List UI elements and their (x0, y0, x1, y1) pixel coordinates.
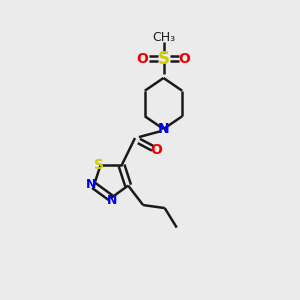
Text: S: S (94, 158, 104, 172)
Text: N: N (106, 194, 117, 207)
Text: O: O (136, 52, 148, 65)
Text: N: N (158, 122, 169, 136)
Text: N: N (86, 178, 96, 191)
Text: S: S (158, 50, 169, 68)
Text: O: O (150, 143, 162, 157)
Text: CH₃: CH₃ (152, 31, 175, 44)
Text: O: O (178, 52, 190, 65)
